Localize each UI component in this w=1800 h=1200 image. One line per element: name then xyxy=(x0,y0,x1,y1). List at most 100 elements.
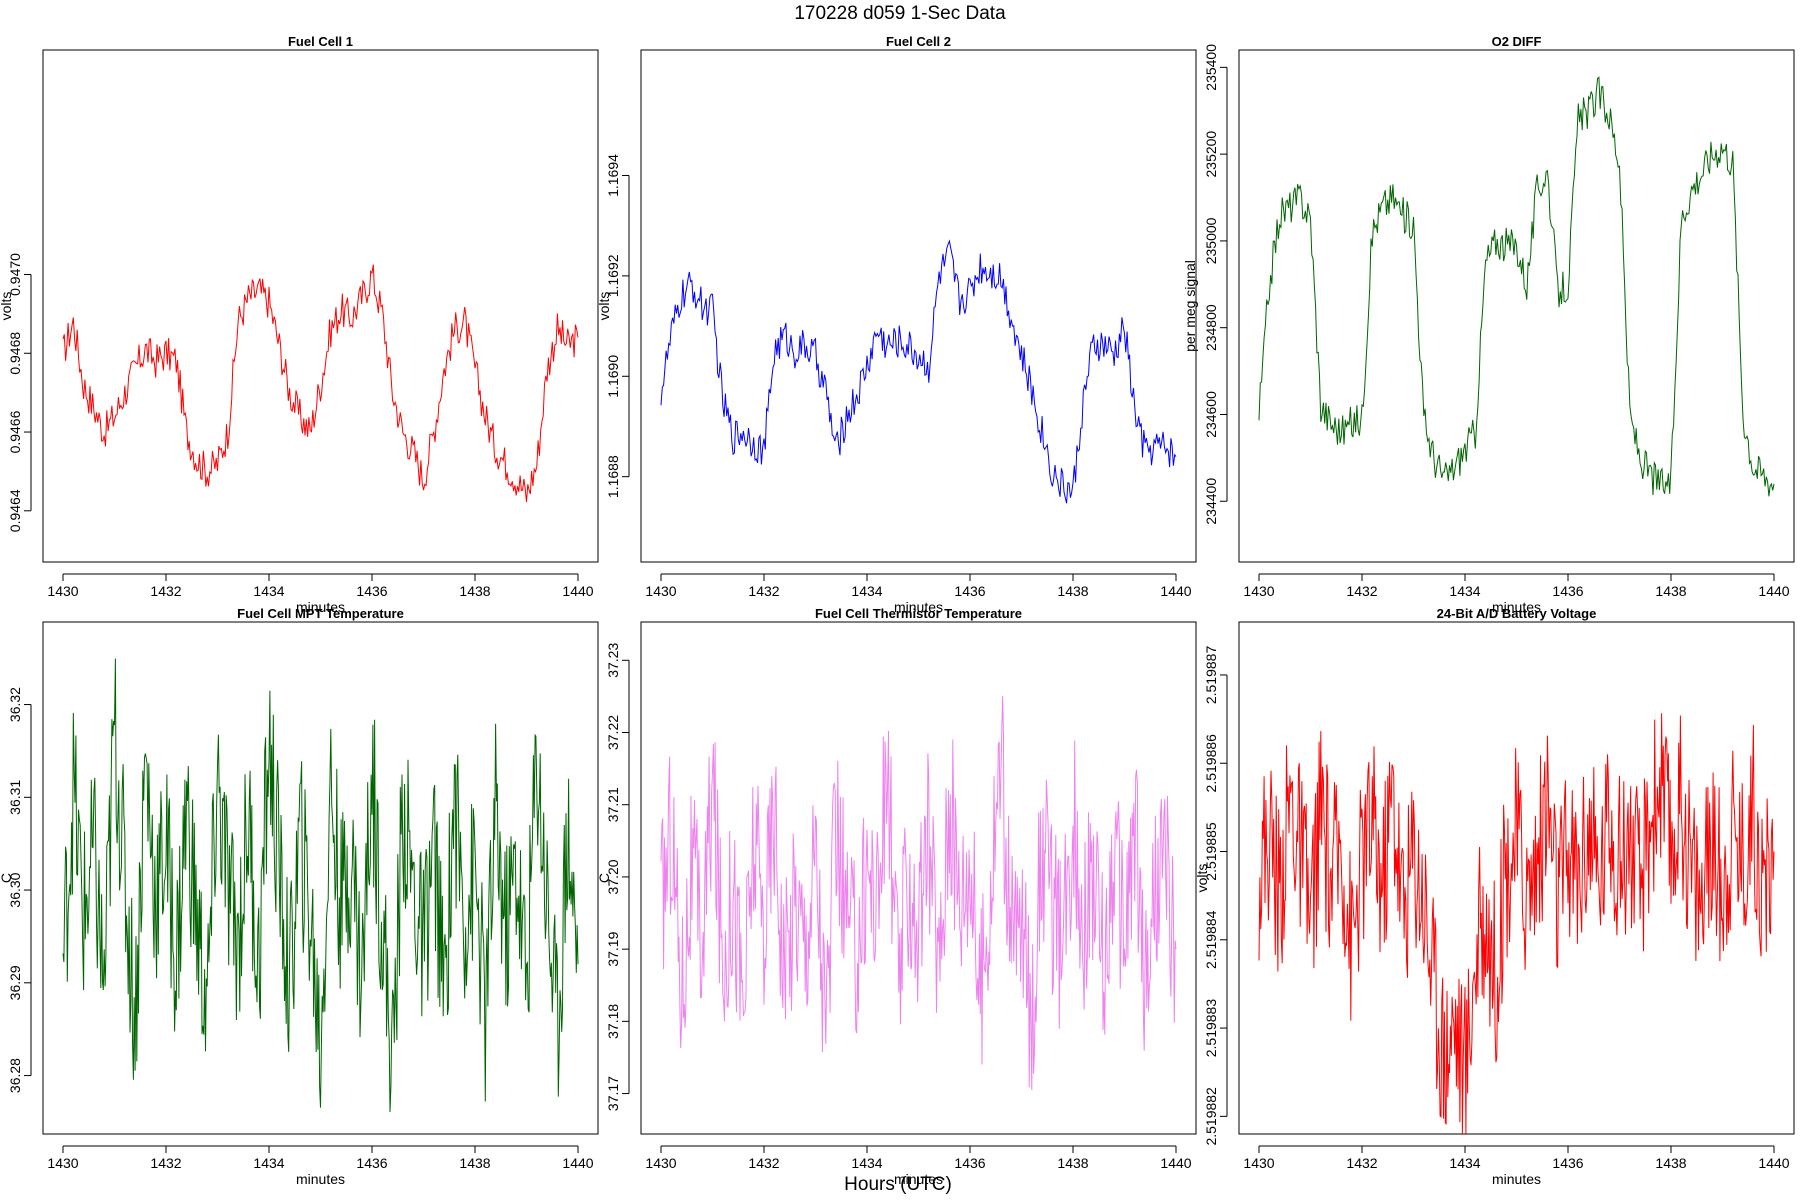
data-point xyxy=(155,361,156,362)
data-point xyxy=(485,416,486,417)
data-point xyxy=(1310,219,1311,220)
data-point xyxy=(1341,431,1342,432)
y-tick-label: 1.1694 xyxy=(605,154,621,197)
data-point xyxy=(1124,941,1125,942)
x-tick-label: 1436 xyxy=(1552,583,1583,599)
data-point xyxy=(83,384,84,385)
data-point xyxy=(794,351,795,352)
data-point xyxy=(1568,284,1569,285)
x-tick-label: 1432 xyxy=(1346,1155,1377,1171)
data-point xyxy=(135,369,136,370)
y-tick-label: 2.519885 xyxy=(1203,822,1219,881)
data-point xyxy=(454,797,455,798)
data-point xyxy=(196,459,197,460)
data-point xyxy=(1557,292,1558,293)
data-point xyxy=(1701,171,1702,172)
data-point xyxy=(351,852,352,853)
data-point xyxy=(392,1066,393,1067)
data-point xyxy=(1485,913,1486,914)
data-point xyxy=(433,432,434,433)
data-point xyxy=(196,927,197,928)
y-tick-label: 235000 xyxy=(1203,217,1219,264)
data-point xyxy=(1021,920,1022,921)
data-point xyxy=(1289,206,1290,207)
data-point xyxy=(1578,878,1579,879)
x-tick-label: 1432 xyxy=(748,1155,779,1171)
data-point xyxy=(1052,471,1053,472)
data-point xyxy=(733,436,734,437)
data-point xyxy=(908,346,909,347)
data-point xyxy=(1619,860,1620,861)
data-point xyxy=(402,432,403,433)
data-point xyxy=(1413,851,1414,852)
data-point xyxy=(516,862,517,863)
data-point xyxy=(145,760,146,761)
x-tick-label: 1432 xyxy=(748,583,779,599)
data-point xyxy=(1134,826,1135,827)
data-point xyxy=(949,797,950,798)
data-point xyxy=(341,908,342,909)
data-point xyxy=(1557,904,1558,905)
data-point xyxy=(1537,860,1538,861)
data-point xyxy=(939,275,940,276)
data-point xyxy=(1629,833,1630,834)
data-point xyxy=(1722,886,1723,887)
data-point xyxy=(1454,466,1455,467)
data-point xyxy=(1114,356,1115,357)
y-axis-label: volts xyxy=(0,292,14,321)
data-point xyxy=(949,255,950,256)
data-point xyxy=(825,391,826,392)
data-point xyxy=(1362,418,1363,419)
y-tick-label: 36.32 xyxy=(7,687,23,722)
data-point xyxy=(1454,1019,1455,1020)
x-tick-label: 1434 xyxy=(1449,1155,1480,1171)
data-point xyxy=(1269,284,1270,285)
data-point xyxy=(661,391,662,392)
data-point xyxy=(1526,284,1527,285)
data-point xyxy=(155,899,156,900)
data-point xyxy=(186,806,187,807)
x-tick-label: 1430 xyxy=(1243,1155,1274,1171)
y-tick-label: 2.519882 xyxy=(1203,1087,1219,1146)
data-point xyxy=(505,463,506,464)
chart-title: Fuel Cell MPT Temperature xyxy=(237,606,404,621)
data-point xyxy=(959,898,960,899)
data-point xyxy=(238,321,239,322)
data-point xyxy=(320,1047,321,1048)
data-point xyxy=(1165,862,1166,863)
y-axis-label: C xyxy=(0,873,14,883)
data-point xyxy=(1526,895,1527,896)
data-point xyxy=(1578,119,1579,120)
data-point xyxy=(1753,466,1754,467)
data-point xyxy=(1000,275,1001,276)
data-point xyxy=(1660,483,1661,484)
data-point xyxy=(1465,449,1466,450)
data-point xyxy=(454,329,455,330)
data-point xyxy=(73,788,74,789)
data-point xyxy=(1031,1021,1032,1022)
data-point xyxy=(104,432,105,433)
data-point xyxy=(1743,860,1744,861)
y-tick-label: 1.1688 xyxy=(605,455,621,498)
data-point xyxy=(444,1001,445,1002)
data-point xyxy=(1444,479,1445,480)
data-point xyxy=(1506,245,1507,246)
data-point xyxy=(1011,316,1012,317)
data-point xyxy=(1485,262,1486,263)
data-point xyxy=(1382,886,1383,887)
y-tick-label: 36.31 xyxy=(7,780,23,815)
data-point xyxy=(691,285,692,286)
data-point xyxy=(836,451,837,452)
data-point xyxy=(1423,895,1424,896)
data-point xyxy=(1444,1054,1445,1055)
data-point xyxy=(774,804,775,805)
data-point xyxy=(1671,851,1672,852)
data-point xyxy=(1042,840,1043,841)
x-axis-label: minutes xyxy=(894,599,943,615)
data-point xyxy=(475,871,476,872)
data-point xyxy=(1331,886,1332,887)
data-point xyxy=(990,270,991,271)
data-point xyxy=(1681,798,1682,799)
y-axis-label: per meg signal xyxy=(1182,260,1198,352)
